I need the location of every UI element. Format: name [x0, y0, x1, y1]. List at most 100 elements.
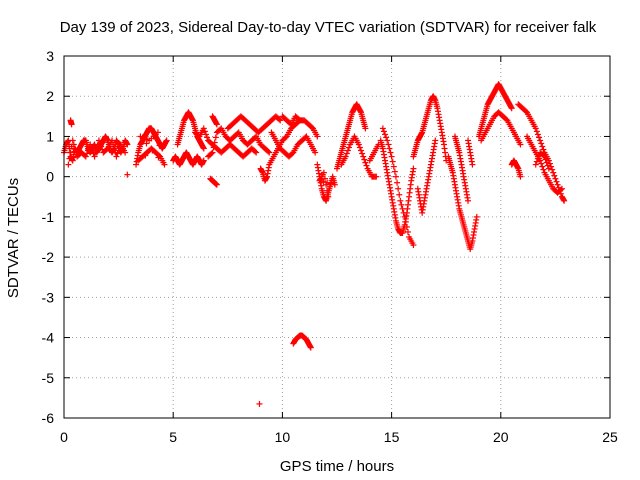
data-point [360, 153, 367, 160]
data-point [253, 149, 260, 156]
x-tick-label: 25 [602, 429, 618, 445]
data-point [282, 134, 289, 141]
data-point [70, 141, 77, 148]
data-point [362, 125, 369, 132]
data-point [295, 116, 302, 123]
data-point [552, 175, 559, 182]
data-point [401, 213, 408, 220]
y-tick-label: -4 [42, 330, 55, 346]
data-point [534, 155, 541, 162]
data-point [539, 163, 546, 170]
data-point [88, 144, 95, 151]
data-point [71, 145, 78, 152]
data-point [314, 133, 321, 140]
data-point [154, 129, 161, 136]
data-point [213, 121, 220, 128]
data-point [517, 173, 524, 180]
data-point [113, 153, 120, 160]
y-tick-label: 3 [46, 48, 54, 64]
data-point [356, 144, 363, 151]
data-point [114, 150, 121, 157]
data-point [163, 137, 170, 144]
data-point [308, 124, 315, 131]
data-point [410, 242, 417, 249]
data-point [383, 134, 390, 141]
data-point [211, 139, 218, 146]
data-point [209, 149, 216, 156]
data-point [320, 169, 327, 176]
data-point [362, 159, 369, 166]
data-point [325, 193, 332, 200]
data-point [508, 105, 515, 112]
x-tick-label: 5 [169, 429, 177, 445]
data-point [538, 140, 545, 147]
data-point [65, 161, 72, 168]
data-point [549, 166, 556, 173]
data-point [398, 201, 405, 208]
data-point [534, 131, 541, 138]
x-axis-label: GPS time / hours [280, 458, 394, 475]
x-axis-tick-labels: 0 5 10 15 20 25 [60, 429, 618, 445]
data-point [517, 141, 524, 148]
data-point [115, 147, 122, 154]
data-point [403, 223, 410, 230]
data-point [379, 125, 386, 132]
y-tick-label: 2 [46, 88, 54, 104]
data-point [532, 161, 539, 168]
data-point [545, 165, 552, 172]
data-point [149, 147, 156, 154]
data-point [382, 131, 389, 138]
data-point [69, 137, 76, 144]
data-point [124, 141, 131, 148]
data-point [533, 128, 540, 135]
data-point [541, 153, 548, 160]
data-point [256, 400, 263, 407]
data-point [542, 156, 549, 163]
data-point [93, 145, 100, 152]
data-point [91, 153, 98, 160]
data-point [410, 165, 417, 172]
data-point [87, 141, 94, 148]
data-point [392, 173, 399, 180]
data-point [469, 161, 476, 168]
data-point [533, 158, 540, 165]
data-point [344, 147, 351, 154]
plot-frame [63, 55, 611, 419]
data-point [200, 157, 207, 164]
chart-title: Day 139 of 2023, Sidereal Day-to-day VTE… [60, 19, 597, 36]
data-point [397, 197, 404, 204]
data-point [89, 147, 96, 154]
data-point [355, 141, 362, 148]
data-point [201, 128, 208, 135]
data-point [540, 146, 547, 153]
data-point [156, 142, 163, 149]
data-point [204, 134, 211, 141]
data-point [210, 144, 217, 151]
data-point [97, 140, 104, 147]
x-tick-label: 15 [384, 429, 400, 445]
data-point [124, 171, 131, 178]
x-tick-label: 0 [60, 429, 68, 445]
data-point [386, 145, 393, 152]
data-point [399, 205, 406, 212]
data-point [532, 125, 539, 132]
data-point [321, 175, 328, 182]
data-point [109, 137, 116, 144]
data-point [522, 108, 529, 115]
y-tick-label: 0 [46, 169, 54, 185]
data-point [387, 149, 394, 156]
data-points [61, 81, 568, 407]
data-point [324, 187, 331, 194]
data-point [473, 213, 480, 220]
data-point [385, 141, 392, 148]
data-point [536, 134, 543, 141]
data-point [202, 131, 209, 138]
y-axis-label: SDTVAR / TECUs [5, 178, 22, 298]
data-point [540, 152, 547, 159]
data-point [103, 146, 110, 153]
data-point [161, 161, 168, 168]
data-point [551, 172, 558, 179]
data-point [465, 197, 472, 204]
data-point [394, 179, 401, 186]
